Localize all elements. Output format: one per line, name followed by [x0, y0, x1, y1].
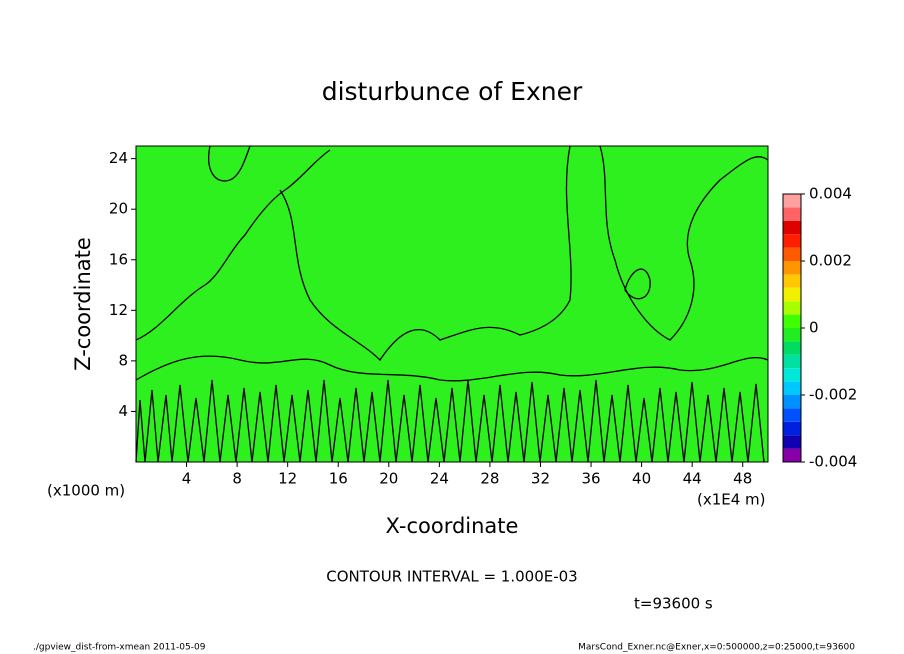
x-tick-label: 48: [733, 470, 752, 488]
plot-frame: [135, 145, 769, 463]
colorbar-tick-label: 0.002: [809, 252, 852, 270]
colorbar-swatch: [783, 261, 801, 275]
x-tick-label: 28: [480, 470, 499, 488]
colorbar-swatch: [783, 435, 801, 449]
colorbar-swatch: [783, 301, 801, 315]
x-tick-label: 44: [683, 470, 702, 488]
colorbar-swatch: [783, 220, 801, 235]
y-tick-label: 24: [109, 149, 128, 167]
y-axis-label: Z-coordinate: [71, 237, 95, 371]
y-tick-label: 8: [118, 351, 128, 369]
colorbar-tick-label: -0.004: [809, 453, 857, 471]
y-tick-label: 4: [118, 402, 128, 420]
colorbar-swatch: [783, 341, 801, 355]
contour-line: [599, 145, 769, 341]
colorbar-swatch: [783, 247, 801, 261]
x-unit-right: (x1E4 m): [697, 491, 766, 509]
x-tick-label: 40: [632, 470, 651, 488]
x-tick-label: 16: [329, 470, 348, 488]
contour-line: [135, 149, 331, 341]
chart-title: disturbunce of Exner: [322, 77, 583, 106]
footer-left: ./gpview_dist-from-xmean 2011-05-09: [33, 643, 206, 653]
x-unit-left: (x1000 m): [47, 482, 125, 500]
colorbar-swatch: [783, 274, 801, 288]
colorbar-swatch: [783, 395, 801, 409]
colorbar-swatch: [783, 408, 801, 422]
contour-line: [624, 268, 651, 300]
x-tick-label: 12: [278, 470, 297, 488]
y-tick-label: 20: [109, 200, 128, 218]
colorbar-swatch: [783, 354, 801, 369]
x-tick-label: 4: [182, 470, 192, 488]
colorbar-tick-label: 0: [809, 319, 819, 337]
colorbar-swatch: [783, 448, 801, 462]
colorbar-tick-label: 0.004: [809, 185, 852, 203]
x-tick-label: 36: [581, 470, 600, 488]
x-tick-label: 8: [232, 470, 242, 488]
colorbar-swatch: [783, 194, 801, 208]
contour-line: [279, 145, 572, 362]
colorbar-swatch: [783, 287, 801, 302]
contour-line: [135, 355, 769, 382]
y-tick-label: 16: [109, 250, 128, 268]
x-tick-label: 32: [531, 470, 550, 488]
colorbar-swatch: [783, 421, 801, 436]
colorbar-swatch: [783, 234, 801, 248]
x-tick-label: 20: [379, 470, 398, 488]
colorbar-swatch: [783, 314, 801, 328]
colorbar-swatch: [783, 328, 801, 342]
x-axis-label: X-coordinate: [386, 514, 519, 538]
colorbar-swatch: [783, 381, 801, 395]
footer-right: MarsCond_Exner.nc@Exner,x=0:500000,z=0:2…: [578, 643, 855, 653]
x-tick-label: 24: [430, 470, 449, 488]
contour-line: [208, 145, 251, 182]
colorbar-swatch: [783, 368, 801, 382]
colorbar-swatch: [783, 207, 801, 221]
colorbar-tick-label: -0.002: [809, 386, 857, 404]
contour-interval: CONTOUR INTERVAL = 1.000E-03: [326, 568, 577, 586]
time-label: t=93600 s: [634, 595, 713, 613]
y-tick-label: 12: [109, 301, 128, 319]
